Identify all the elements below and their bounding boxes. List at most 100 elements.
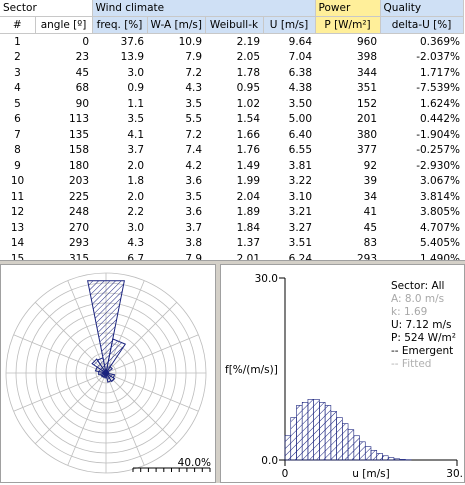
- table-cell: 380: [315, 127, 380, 143]
- y-axis-label: f[%/(m/s)]: [225, 364, 278, 376]
- x-axis-label: u [m/s]: [352, 468, 389, 480]
- col-header-power-density[interactable]: P [W/m²]: [315, 17, 380, 34]
- col-header-mean-speed[interactable]: U [m/s]: [263, 17, 315, 34]
- table-cell: 3.814%: [380, 189, 463, 205]
- histogram-bar: [388, 458, 394, 460]
- legend-weibull-k: k: 1.69: [391, 306, 427, 318]
- col-header-freq[interactable]: freq. [%]: [92, 17, 147, 34]
- histogram-bar: [308, 399, 314, 460]
- table-cell: 1.624%: [380, 96, 463, 112]
- table-cell: 14: [0, 236, 35, 252]
- histogram-bar: [291, 418, 297, 460]
- table-cell: 4.707%: [380, 220, 463, 236]
- histogram-bar: [360, 442, 366, 460]
- y-axis-top-label: 30.0: [255, 273, 278, 285]
- table-cell: 6.24: [263, 251, 315, 260]
- table-cell: -2.037%: [380, 50, 463, 66]
- col-header-weibull-a[interactable]: W-A [m/s]: [147, 17, 205, 34]
- histogram-bar: [325, 405, 331, 460]
- table-cell: 3.6: [147, 205, 205, 221]
- table-cell: 37.6: [92, 34, 147, 50]
- table-cell: 6: [0, 112, 35, 128]
- table-cell: 5.405%: [380, 236, 463, 252]
- table-cell: 3.8: [147, 236, 205, 252]
- table-cell: 351: [315, 81, 380, 97]
- table-cell: 7.9: [147, 50, 205, 66]
- col-header-angle[interactable]: angle [º]: [35, 17, 92, 34]
- col-header-delta-u[interactable]: delta-U [%]: [380, 17, 463, 34]
- table-cell: 4.38: [263, 81, 315, 97]
- table-cell: 158: [35, 143, 92, 159]
- rose-wedge: [88, 281, 125, 373]
- sector-table-panel: Sector Wind climate Power Quality # angl…: [0, 0, 465, 260]
- table-cell: 7.9: [147, 251, 205, 260]
- group-header-sector: Sector: [0, 0, 92, 17]
- table-cell: 7.2: [147, 65, 205, 81]
- table-cell: 3.51: [263, 236, 315, 252]
- table-cell: 2.2: [92, 205, 147, 221]
- table-cell: 5.00: [263, 112, 315, 128]
- weibull-chart: 30.0 0.0 f[%/(m/s)] 0 u [m/s] 30. Sector…: [221, 265, 464, 482]
- table-cell: 3.6: [147, 174, 205, 190]
- table-cell: 7: [0, 127, 35, 143]
- col-header-number[interactable]: #: [0, 17, 35, 34]
- table-cell: 10.9: [147, 34, 205, 50]
- histogram-bar: [377, 453, 383, 460]
- table-cell: 203: [35, 174, 92, 190]
- table-cell: 5: [0, 96, 35, 112]
- table-cell: 0.9: [92, 81, 147, 97]
- table-cell: 1.76: [205, 143, 263, 159]
- table-cell: 0.95: [205, 81, 263, 97]
- table-cell: 9: [0, 158, 35, 174]
- histogram-bar: [400, 459, 406, 460]
- table-cell: 2.05: [205, 50, 263, 66]
- table-cell: 960: [315, 34, 380, 50]
- table-cell: 1.54: [205, 112, 263, 128]
- table-cell: 0.442%: [380, 112, 463, 128]
- table-cell: 45: [35, 65, 92, 81]
- table-cell: 1.84: [205, 220, 263, 236]
- histogram-bar: [348, 430, 354, 460]
- table-cell: 377: [315, 143, 380, 159]
- group-header-quality: Quality: [380, 0, 463, 17]
- table-cell: 1.78: [205, 65, 263, 81]
- table-cell: 6.7: [92, 251, 147, 260]
- table-cell: 4: [0, 81, 35, 97]
- x-axis-right-label: 30.: [446, 468, 463, 480]
- table-cell: 7.2: [147, 127, 205, 143]
- table-cell: 293: [315, 251, 380, 260]
- table-cell: 7.04: [263, 50, 315, 66]
- table-cell: 135: [35, 127, 92, 143]
- table-cell: 41: [315, 205, 380, 221]
- group-header-wind-climate: Wind climate: [92, 0, 315, 17]
- table-cell: 3.5: [147, 96, 205, 112]
- table-cell: 1.8: [92, 174, 147, 190]
- col-header-weibull-k[interactable]: Weibull-k: [205, 17, 263, 34]
- legend-emergent: -- Emergent: [391, 345, 453, 357]
- table-cell: -2.930%: [380, 158, 463, 174]
- table-cell: 4.3: [92, 236, 147, 252]
- table-cell: 152: [315, 96, 380, 112]
- table-cell: 2.01: [205, 251, 263, 260]
- table-cell: 225: [35, 189, 92, 205]
- table-cell: 83: [315, 236, 380, 252]
- table-cell: 3.0: [92, 220, 147, 236]
- table-cell: 12: [0, 205, 35, 221]
- histogram-bar: [331, 411, 337, 460]
- histogram-bar: [314, 399, 320, 460]
